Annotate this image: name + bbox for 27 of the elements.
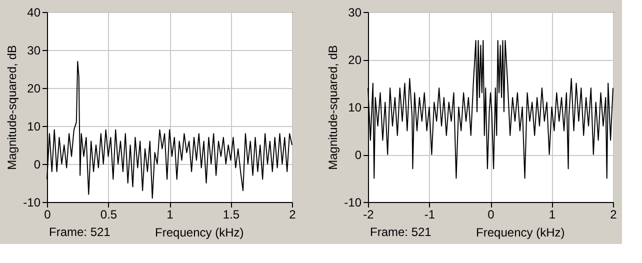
- y-tick-label: 20: [27, 82, 41, 96]
- y-tick-label: -10: [23, 196, 41, 210]
- text: Frame: 521: [370, 225, 432, 239]
- x-tick-label: -1: [424, 208, 436, 222]
- y-tick-label: 30: [27, 44, 41, 58]
- x-axis-title: Frequency (kHz): [155, 226, 244, 240]
- x-tick-label: 2: [289, 208, 296, 222]
- y-tick-label: 30: [348, 6, 362, 20]
- y-tick-label: 40: [27, 6, 41, 20]
- y-tick-label: 20: [348, 53, 362, 67]
- x-tick-label: 1: [548, 208, 556, 222]
- x-axis-title: Frequency (kHz): [476, 226, 565, 240]
- y-tick-label: 0: [34, 158, 41, 172]
- y-tick-label: 10: [348, 100, 362, 114]
- text: Frame: 521: [49, 225, 111, 239]
- y-tick-label: 0: [354, 148, 362, 162]
- x-tick-label: 2: [610, 208, 618, 222]
- y-tick-label: 10: [27, 120, 41, 134]
- x-tick-label: 1.5: [222, 208, 240, 222]
- x-tick-label: 0: [44, 208, 52, 222]
- y-tick-label: -10: [344, 196, 362, 210]
- y-axis-title: Magnitude-squared, dB: [5, 45, 20, 170]
- x-tick-label: 0: [488, 208, 495, 222]
- x-tick-label: -2: [363, 208, 374, 222]
- y-axis-title: Magnitude-squared, dB: [326, 45, 340, 170]
- x-tick-label: 0.5: [100, 208, 118, 222]
- x-tick-label: 1: [166, 208, 174, 222]
